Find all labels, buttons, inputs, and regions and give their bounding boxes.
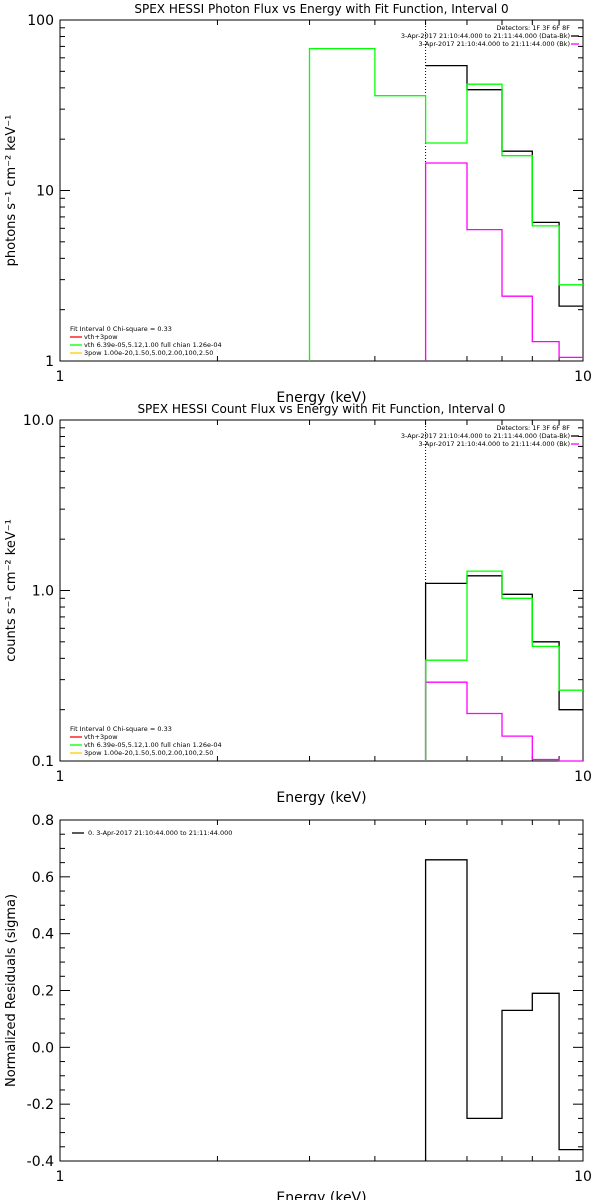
- legend-top-entry: 3-Apr-2017 21:10:44.000 to 21:11:44.000 …: [419, 40, 570, 48]
- series-3-line: [424, 570, 583, 761]
- y-tick-label: 10.0: [23, 413, 54, 429]
- plot-frame: [59, 819, 584, 1162]
- y-tick-label: -0.4: [27, 1154, 54, 1170]
- y-axis-label: photons s⁻¹ cm⁻² keV⁻¹: [4, 115, 19, 267]
- legend-fit: Fit Interval 0 Chi-square = 0.33vth+3pow…: [70, 325, 222, 357]
- chart-title: SPEX HESSI Count Flux vs Energy with Fit…: [137, 402, 505, 416]
- series-2-line: [424, 681, 583, 762]
- x-tick-label: 1: [56, 769, 65, 785]
- legend-fit-entry: vth 6.39e-05,5.12,1.00 full chian 1.26e-…: [84, 341, 222, 349]
- legend-top-entry: Detectors: 1F 3F 6F 8F: [496, 424, 570, 432]
- legend-fit-entry: vth+3pow: [84, 333, 118, 341]
- legend-top-entry: 3-Apr-2017 21:10:44.000 to 21:11:44.000 …: [401, 32, 570, 40]
- y-tick-label: -0.2: [27, 1097, 54, 1113]
- legend-top-entry: 3-Apr-2017 21:10:44.000 to 21:11:44.000 …: [419, 440, 570, 448]
- legend-top: 0. 3-Apr-2017 21:10:44.000 to 21:11:44.0…: [72, 829, 232, 837]
- x-tick-label: 1: [56, 369, 65, 385]
- x-ticks: [59, 20, 584, 361]
- legend-top: Detectors: 1F 3F 6F 8F3-Apr-2017 21:10:4…: [401, 424, 579, 448]
- chart-panel-2: 1 10 0.1 1.0 10.0 SPEX HESSI Count Flux vs En…: [4, 402, 592, 806]
- series-2-line: [424, 162, 583, 361]
- y-tick-label: 1: [45, 354, 54, 370]
- legend-top: Detectors: 1F 3F 6F 8F3-Apr-2017 21:10:4…: [401, 24, 579, 48]
- legend-top-entry: 3-Apr-2017 21:10:44.000 to 21:11:44.000 …: [401, 432, 570, 440]
- y-tick-label: 0.0: [32, 1040, 54, 1056]
- legend-fit-entry: Fit Interval 0 Chi-square = 0.33: [70, 325, 172, 333]
- legend-top-entry: 0. 3-Apr-2017 21:10:44.000 to 21:11:44.0…: [88, 829, 232, 837]
- x-ticks: [59, 820, 584, 1161]
- y-tick-label: 0.2: [32, 984, 54, 1000]
- y-tick-label: 0.6: [32, 870, 54, 886]
- series-3-line: [308, 47, 583, 361]
- legend-fit: Fit Interval 0 Chi-square = 0.33vth+3pow…: [70, 725, 222, 757]
- legend-fit-entry: 3pow 1.00e-20,1.50,5.00,2.00,100,2.50: [84, 349, 213, 357]
- y-tick-label: 0.8: [32, 813, 54, 829]
- y-ticks: [60, 19, 583, 362]
- y-tick-label: 100: [27, 13, 54, 29]
- x-tick-label: 10: [574, 769, 592, 785]
- legend-top-entry: Detectors: 1F 3F 6F 8F: [496, 24, 570, 32]
- x-ticks: [59, 420, 584, 761]
- y-axis-label: counts s⁻¹ cm⁻² keV⁻¹: [4, 519, 19, 662]
- x-axis-label: Energy (keV): [276, 1190, 366, 1200]
- y-tick-label: 1.0: [32, 584, 54, 600]
- x-axis-label: Energy (keV): [276, 790, 366, 806]
- y-ticks: [60, 819, 583, 1162]
- series-1-line: [424, 859, 583, 1161]
- legend-fit-entry: Fit Interval 0 Chi-square = 0.33: [70, 725, 172, 733]
- x-axis-label: Energy (keV): [276, 390, 366, 406]
- x-tick-label: 1: [56, 1169, 65, 1185]
- legend-fit-entry: 3pow 1.00e-20,1.50,5.00,2.00,100,2.50: [84, 749, 213, 757]
- chart-title: SPEX HESSI Photon Flux vs Energy with Fi…: [134, 2, 508, 16]
- x-tick-label: 10: [574, 1169, 592, 1185]
- y-ticks: [60, 419, 583, 762]
- plot-frame: [59, 419, 584, 762]
- y-tick-label: 0.1: [32, 754, 54, 770]
- x-tick-label: 10: [574, 369, 592, 385]
- y-tick-label: 0.4: [32, 927, 54, 943]
- legend-fit-entry: vth+3pow: [84, 733, 118, 741]
- y-axis-label: Normalized Residuals (sigma): [4, 894, 19, 1087]
- y-tick-label: 10: [36, 184, 54, 200]
- plot-frame: [59, 19, 584, 362]
- chart-panel-3: 1 10 -0.4 -0.2 0.0 0.2 0.4 0.6 0.8 Energy (keV) No…: [4, 813, 592, 1200]
- chart-panel-1: 1 10 1 10 100 SPEX HESSI Photon Flux vs Energ…: [4, 2, 592, 406]
- legend-fit-entry: vth 6.39e-05,5.12,1.00 full chian 1.26e-…: [84, 741, 222, 749]
